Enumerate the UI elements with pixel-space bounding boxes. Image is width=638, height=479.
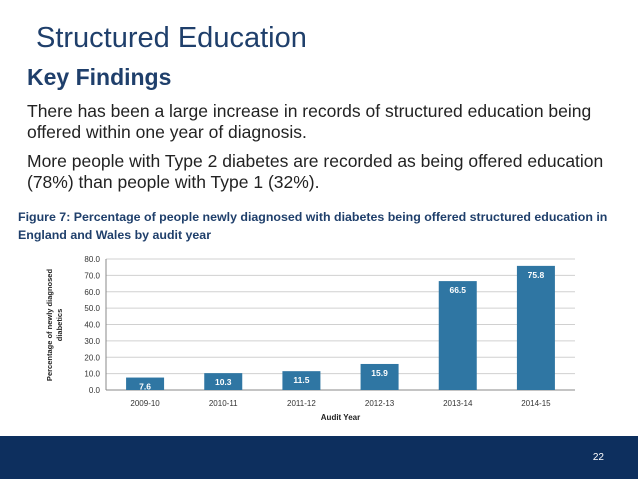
bar-value-label: 15.9 — [371, 368, 388, 378]
bar-chart: 0.0 10.0 20.0 30.0 40.0 50.0 60.0 70.0 80.0 7.6 20… — [45, 255, 575, 422]
x-axis-label: Audit Year — [321, 413, 360, 422]
bar-value-label: 75.8 — [528, 270, 545, 280]
y-tick-label: 30.0 — [84, 337, 100, 346]
y-tick-label: 10.0 — [84, 370, 100, 379]
finding-text: There has been a large increase in recor… — [27, 101, 592, 142]
x-tick-label: 2010-11 — [209, 399, 238, 408]
x-tick-label: 2009-10 — [130, 399, 160, 408]
y-axis-label-line: diabetics — [55, 309, 64, 342]
footer-bar: 22 — [0, 436, 638, 479]
y-axis-label-line: Percentage of newly diagnosed — [45, 269, 54, 382]
bar-value-label: 7.6 — [139, 382, 151, 392]
bar — [438, 281, 477, 390]
bar — [282, 371, 321, 390]
x-tick-label: 2014-15 — [521, 399, 551, 408]
slide-title: Structured Education — [36, 22, 307, 54]
key-findings-heading: Key Findings — [27, 64, 172, 90]
bar — [126, 377, 165, 390]
bar — [360, 363, 399, 390]
x-tick-label: 2013-14 — [443, 399, 473, 408]
y-tick-label: 60.0 — [84, 288, 100, 297]
x-tick-label: 2011-12 — [287, 399, 316, 408]
y-tick-label: 40.0 — [84, 321, 100, 330]
figure-caption: Figure 7: Percentage of people newly dia… — [18, 210, 608, 242]
y-tick-label: 0.0 — [89, 386, 101, 395]
bar-value-label: 66.5 — [449, 285, 466, 295]
y-tick-label: 80.0 — [84, 255, 100, 264]
bar-value-label: 10.3 — [215, 377, 232, 387]
y-tick-label: 20.0 — [84, 353, 100, 362]
finding-text: More people with Type 2 diabetes are rec… — [27, 151, 604, 192]
y-axis-label: Percentage of newly diagnosed diabetics — [45, 269, 64, 382]
y-tick-label: 70.0 — [84, 271, 100, 280]
bar-value-label: 11.5 — [293, 375, 309, 385]
bar — [204, 373, 243, 390]
y-tick-label: 50.0 — [84, 304, 100, 313]
page-number: 22 — [592, 452, 604, 463]
bar — [516, 265, 555, 390]
x-tick-label: 2012-13 — [365, 399, 395, 408]
